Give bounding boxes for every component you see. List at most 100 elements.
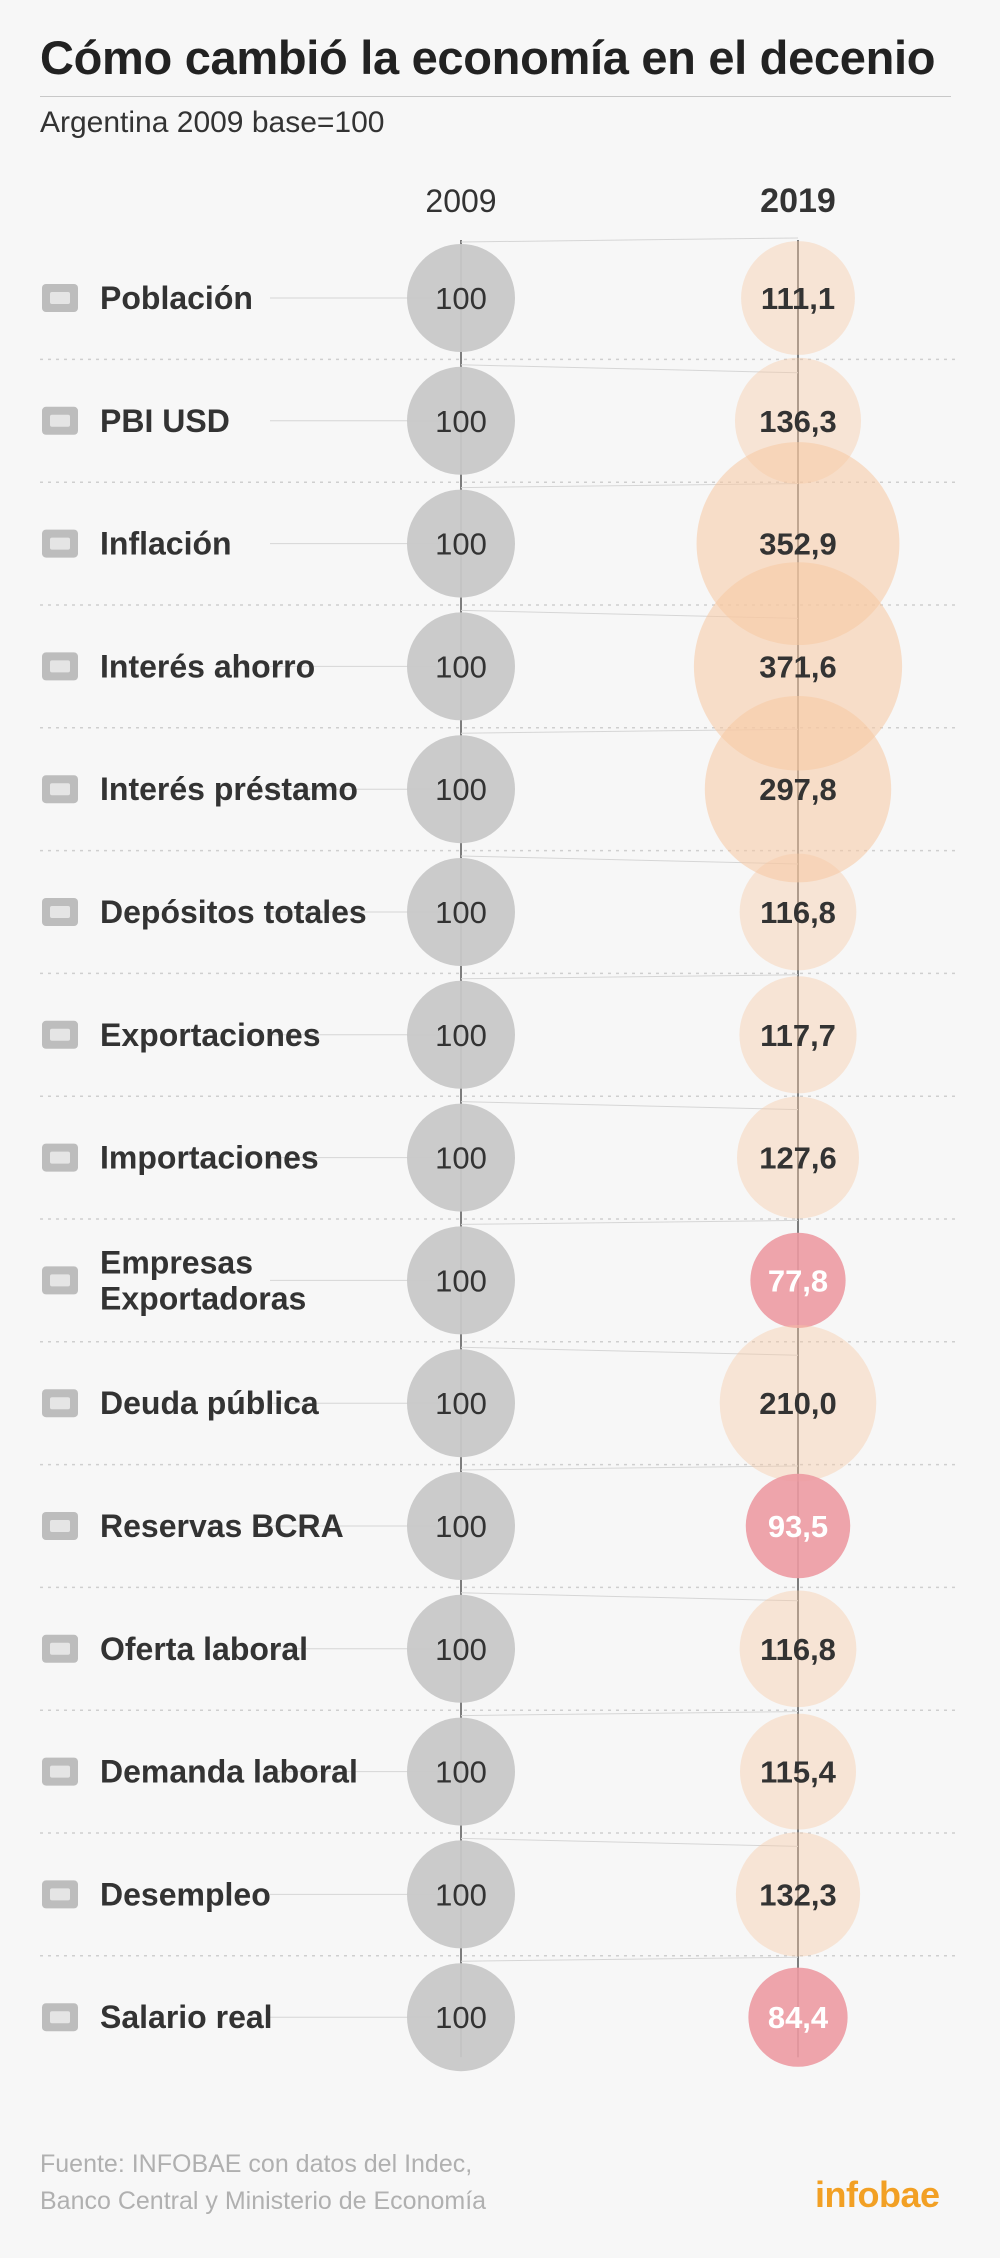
- bubble-2019: [739, 1713, 857, 1830]
- category-label: Importaciones: [100, 1140, 319, 1176]
- column-label-2019: 2019: [760, 182, 836, 220]
- category-label: Deuda pública: [100, 1385, 319, 1421]
- value-label-2009: 100: [435, 1877, 487, 1912]
- slope-line: [460, 974, 799, 980]
- chart-subtitle: Argentina 2009 base=100: [40, 106, 385, 139]
- slope-line: [460, 1956, 799, 1962]
- category-label: Depósitos totales: [100, 894, 367, 930]
- chart-title: Cómo cambió la economía en el decenio: [40, 31, 936, 84]
- icon-detail: [50, 1765, 70, 1778]
- value-label-2009: 100: [435, 772, 487, 807]
- bubble-2009: [407, 366, 515, 475]
- export-icon: [42, 1020, 78, 1049]
- value-label-2019: 132,3: [759, 1877, 837, 1912]
- value-label-2009: 100: [435, 1263, 487, 1298]
- category-label: Empresas Exportadoras: [100, 1244, 306, 1316]
- bubble-comparison-chart: 2009 2019 100 111,1 Población 100 136,3 PBI USD…: [40, 182, 960, 2072]
- salary-envelope-icon: [42, 2003, 78, 2032]
- category-label-line: Deuda pública: [100, 1385, 319, 1421]
- job-offer-icon: [42, 1634, 78, 1663]
- category-label-line: Exportadoras: [100, 1280, 306, 1316]
- source-line-1: Fuente: INFOBAE con datos del Indec,: [40, 2150, 473, 2178]
- icon-detail: [50, 1642, 70, 1655]
- value-label-2019: 116,8: [760, 1632, 836, 1667]
- percent-house-icon: [42, 775, 78, 804]
- category-label-line: Exportaciones: [100, 1017, 321, 1053]
- icon-detail: [50, 906, 70, 918]
- value-label-2009: 100: [435, 527, 487, 562]
- bubble-2009: [407, 1840, 515, 1949]
- bubble-2009: [407, 1963, 515, 2072]
- bubble-2019: [735, 1832, 861, 1957]
- bubble-2019: [748, 1967, 848, 2067]
- value-label-2019: 111,1: [761, 281, 835, 316]
- icon-detail: [50, 292, 70, 304]
- bubble-2009: [407, 735, 515, 844]
- icon-detail: [50, 414, 70, 427]
- category-label: Población: [100, 280, 253, 316]
- slope-line: [460, 237, 799, 243]
- bubble-2009: [407, 1717, 515, 1826]
- unemployed-people-icon: [42, 1880, 78, 1909]
- bubble-2009: [407, 1594, 515, 1703]
- bubble-2019: [719, 1324, 877, 1482]
- bubble-2009: [407, 858, 515, 966]
- value-label-2019: 116,8: [760, 895, 836, 930]
- value-label-2019: 352,9: [759, 527, 837, 562]
- value-label-2019: 117,7: [760, 1018, 836, 1053]
- source-line-2: Banco Central y Ministerio de Economía: [40, 2187, 487, 2215]
- bubble-2009: [407, 980, 515, 1089]
- value-label-2019: 297,8: [759, 772, 837, 807]
- money-bag-icon: [42, 406, 78, 435]
- icon-detail: [50, 1028, 70, 1041]
- bubble-2009: [407, 612, 515, 721]
- icon-detail: [50, 1520, 70, 1532]
- category-label-line: Depósitos totales: [100, 894, 367, 930]
- bubble-2019: [737, 1096, 859, 1219]
- category-label-line: Desempleo: [100, 1876, 271, 1912]
- category-label: Interés préstamo: [100, 771, 358, 807]
- icon-detail: [50, 1397, 70, 1410]
- bubble-layer: [407, 241, 903, 2072]
- icon-detail: [50, 2011, 70, 2024]
- bubble-2009: [407, 1349, 515, 1458]
- value-label-2019: 210,0: [759, 1386, 837, 1421]
- category-label-line: Población: [100, 280, 253, 316]
- icon-detail: [50, 783, 70, 796]
- slope-line: [460, 1219, 799, 1225]
- icon-detail: [50, 660, 70, 673]
- value-label-2019: 136,3: [759, 404, 837, 439]
- slope-line: [460, 1711, 799, 1717]
- buildings-icon: [42, 1266, 78, 1295]
- bubble-2019: [739, 853, 857, 971]
- piggy-bank-icon: [42, 652, 78, 681]
- value-label-2019: 127,6: [759, 1141, 837, 1176]
- source-note: Fuente: INFOBAE con datos del Indec, Ban…: [40, 2146, 486, 2220]
- infobae-logo[interactable]: infobae: [815, 2174, 940, 2215]
- bubble-2009: [407, 1103, 515, 1212]
- value-label-2009: 100: [435, 1755, 487, 1790]
- title-divider: [40, 96, 951, 97]
- value-label-2009: 100: [435, 1632, 487, 1667]
- category-label: Desempleo: [100, 1876, 271, 1912]
- bubble-2009: [407, 489, 515, 598]
- category-label: Exportaciones: [100, 1017, 321, 1053]
- slope-line: [460, 1346, 799, 1356]
- line-chart-icon: [42, 529, 78, 558]
- factory-icon: [42, 1757, 78, 1786]
- value-label-2009: 100: [435, 895, 487, 930]
- value-label-2009: 100: [435, 1018, 487, 1053]
- category-label: Inflación: [100, 526, 232, 562]
- value-label-2009: 100: [435, 1386, 487, 1421]
- value-label-2009: 100: [435, 1509, 487, 1544]
- bubble-2019: [739, 1590, 857, 1708]
- value-label-2019: 84,4: [768, 2000, 829, 2035]
- value-label-2019: 77,8: [768, 1263, 828, 1298]
- bubble-2019: [704, 696, 892, 883]
- slope-line: [460, 1465, 799, 1471]
- column-label-2009: 2009: [425, 183, 496, 219]
- category-label: Demanda laboral: [100, 1754, 358, 1790]
- category-label: Interés ahorro: [100, 648, 315, 684]
- category-label-line: Demanda laboral: [100, 1754, 358, 1790]
- category-label: PBI USD: [100, 403, 230, 439]
